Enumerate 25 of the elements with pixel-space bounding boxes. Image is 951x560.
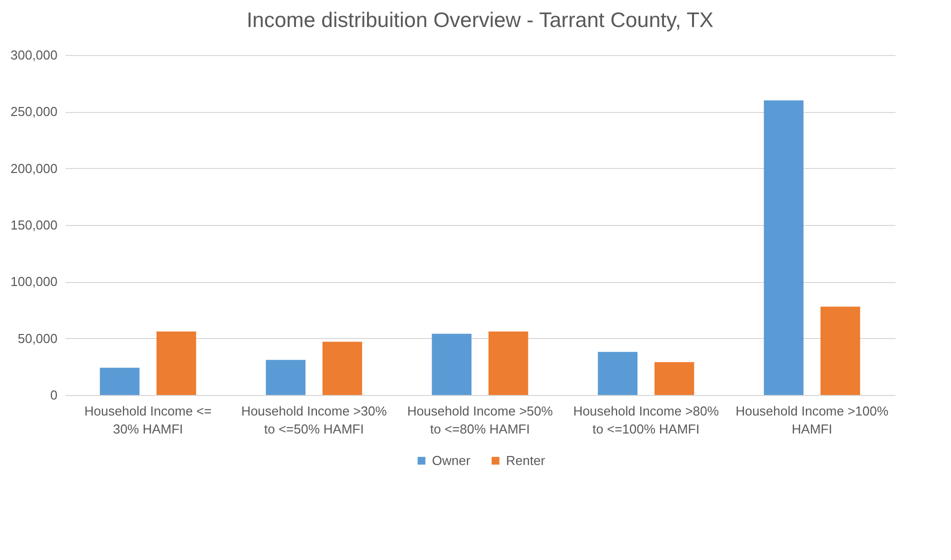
y-tick-label: 300,000 (10, 48, 58, 62)
bar (598, 352, 638, 395)
y-tick-label: 50,000 (18, 330, 58, 346)
bar (266, 360, 306, 395)
x-tick-label: Household Income >30% to <=50% HAMFI (241, 404, 388, 436)
legend-label: Renter (506, 452, 546, 468)
x-tick-label: Household Income >80% to <=100% HAMFI (573, 404, 720, 436)
x-tick-label: Household Income >100% HAMFI (736, 404, 889, 436)
y-tick-label: 100,000 (10, 274, 58, 290)
x-tick-label: Household Income >50% to <=80% HAMFI (407, 404, 554, 436)
bar (432, 334, 472, 395)
x-tick-label: Household Income <= 30% HAMFI (84, 404, 212, 436)
bar (322, 342, 362, 395)
bar (156, 332, 196, 395)
bar (764, 100, 804, 395)
bar (820, 306, 860, 395)
legend-label: Owner (432, 452, 471, 468)
bar (654, 362, 694, 395)
bar (100, 368, 140, 395)
y-tick-label: 250,000 (10, 104, 58, 120)
bar (488, 332, 528, 395)
y-tick-label: 150,000 (10, 218, 58, 232)
chart-title: Income distribuition Overview - Tarrant County, TX (246, 9, 714, 32)
y-tick-label: 0 (50, 388, 58, 402)
y-tick-label: 200,000 (10, 160, 58, 176)
